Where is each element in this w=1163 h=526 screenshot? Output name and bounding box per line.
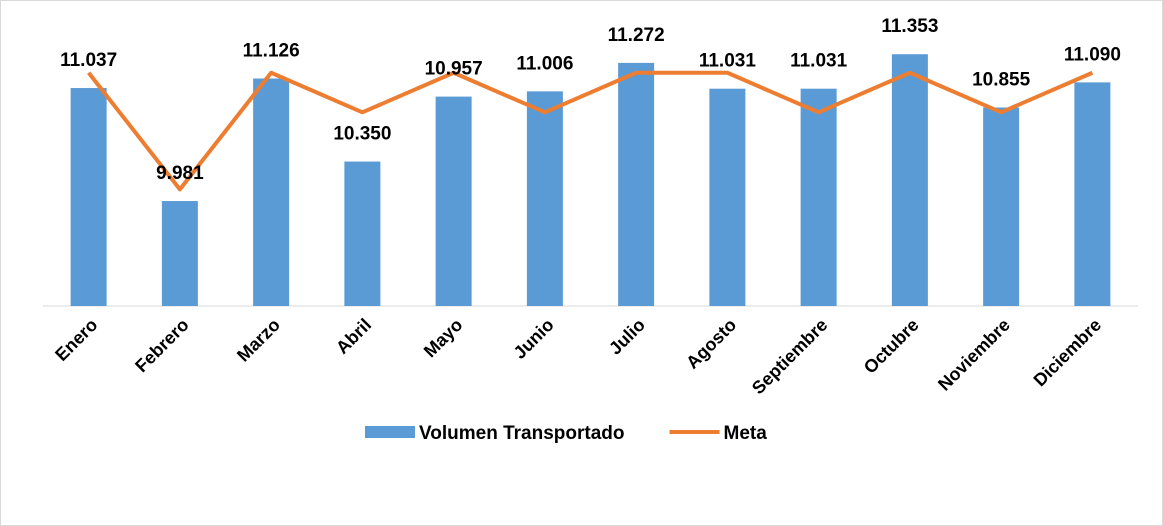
data-label: 11.272	[608, 25, 665, 46]
bar	[891, 54, 928, 306]
legend-swatch	[365, 426, 415, 438]
bar	[161, 201, 198, 306]
data-label: 11.031	[790, 51, 847, 72]
data-label: 11.037	[60, 50, 117, 71]
bar	[1074, 82, 1111, 307]
data-label: 10.957	[425, 59, 483, 80]
bar	[526, 91, 563, 306]
bar	[983, 107, 1020, 306]
data-label: 10.855	[972, 70, 1031, 91]
legend-label: Meta	[724, 423, 768, 444]
bar	[435, 96, 472, 306]
data-label: 10.350	[333, 124, 391, 145]
data-label: 11.090	[1064, 44, 1121, 65]
data-label: 11.126	[243, 41, 300, 62]
data-label: 11.353	[881, 16, 938, 37]
bar	[618, 62, 655, 307]
legend-label: Volumen Transportado	[419, 423, 625, 444]
bar	[253, 78, 290, 306]
data-label: 11.006	[516, 53, 573, 74]
bar	[344, 161, 381, 306]
bar	[709, 88, 746, 306]
data-label: 11.031	[699, 51, 756, 72]
bar	[800, 88, 837, 306]
line	[87, 70, 1094, 192]
bar	[70, 88, 107, 306]
data-label: 9.981	[156, 163, 204, 184]
